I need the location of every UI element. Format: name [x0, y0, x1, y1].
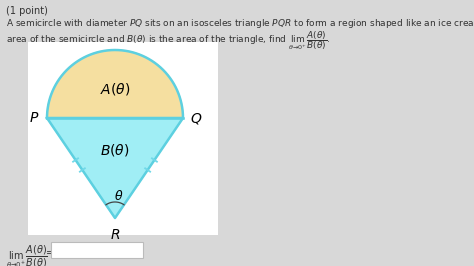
Text: =: =: [46, 248, 54, 258]
Text: $\theta$: $\theta$: [114, 189, 124, 203]
Text: $B(\theta)$: $B(\theta)$: [100, 142, 130, 158]
Polygon shape: [47, 50, 183, 118]
Text: $A(\theta)$: $A(\theta)$: [100, 81, 130, 97]
Text: $R$: $R$: [110, 228, 120, 242]
Text: $\lim_{\theta \to 0^+} \dfrac{A(\theta)}{B(\theta)}$: $\lim_{\theta \to 0^+} \dfrac{A(\theta)}…: [6, 243, 48, 266]
FancyBboxPatch shape: [28, 42, 218, 235]
Text: area of the semicircle and $B(\theta)$ is the area of the triangle, find $\lim_{: area of the semicircle and $B(\theta)$ i…: [6, 29, 330, 52]
Text: A semicircle with diameter $PQ$ sits on an isosceles triangle $PQR$ to form a re: A semicircle with diameter $PQ$ sits on …: [6, 17, 474, 30]
Text: $Q$: $Q$: [190, 110, 202, 126]
Text: (1 point): (1 point): [6, 6, 48, 16]
Polygon shape: [47, 118, 183, 218]
FancyBboxPatch shape: [51, 242, 143, 258]
Text: $P$: $P$: [28, 111, 39, 125]
